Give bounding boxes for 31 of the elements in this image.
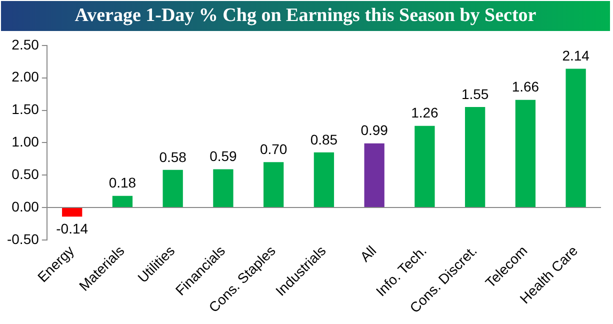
y-tick-label: 1.50: [12, 101, 40, 118]
bar: [112, 196, 133, 208]
y-tick-label: 2.00: [12, 68, 40, 85]
bar: [464, 107, 486, 208]
bar: [264, 162, 284, 208]
data-label: 0.59: [210, 148, 238, 164]
data-label: 0.99: [360, 122, 388, 138]
data-label: -0.14: [56, 220, 88, 236]
y-tick-label: 0.50: [12, 166, 40, 182]
data-label: 0.58: [159, 148, 187, 165]
data-label: 0.70: [260, 140, 288, 157]
bar: [515, 100, 536, 208]
bar: [314, 152, 334, 208]
data-label: 0.85: [310, 131, 338, 148]
chart-title: Average 1-Day % Chg on Earnings this Season by Sector: [1, 1, 610, 31]
x-tick-label: All: [356, 242, 380, 265]
bar: [414, 126, 435, 208]
bar: [364, 143, 384, 208]
y-tick-label: -0.50: [6, 230, 40, 247]
bar: [213, 169, 234, 208]
data-label: 1.66: [512, 78, 540, 95]
bar: [566, 68, 586, 208]
y-tick-label: 2.50: [12, 36, 40, 52]
data-label: 1.55: [461, 86, 489, 102]
bar: [62, 208, 82, 217]
y-tick-label: 1.00: [12, 134, 40, 150]
data-label: 1.26: [411, 104, 439, 121]
data-label: 2.14: [562, 48, 590, 64]
bar: [162, 170, 183, 208]
data-label: 0.18: [108, 174, 136, 191]
y-tick-label: 0.00: [12, 198, 40, 214]
